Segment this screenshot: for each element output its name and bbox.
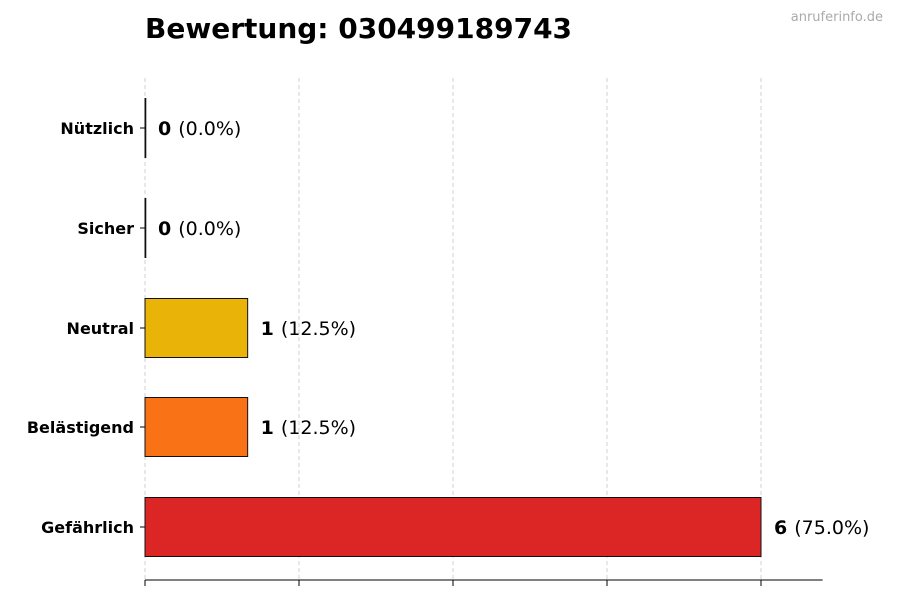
data-label-value: 1 (261, 318, 274, 340)
data-label: 1 (12.5%) (261, 417, 356, 439)
watermark: anruferinfo.de (790, 10, 883, 25)
bar-nützlich (144, 98, 147, 158)
data-label-percent: (75.0%) (794, 517, 869, 539)
data-label-percent: (0.0%) (178, 218, 241, 240)
bar-belästigend (144, 397, 249, 457)
data-label: 1 (12.5%) (261, 318, 356, 340)
data-label: 0 (0.0%) (158, 118, 241, 140)
bar-neutral (144, 298, 249, 358)
data-label: 6 (75.0%) (774, 517, 869, 539)
y-tick-label: Belästigend (27, 418, 134, 437)
data-label-value: 1 (261, 417, 274, 439)
data-label-percent: (12.5%) (281, 318, 356, 340)
bar-sicher (144, 198, 147, 258)
chart-title: Bewertung: 030499189743 (145, 12, 573, 45)
data-label: 0 (0.0%) (158, 218, 241, 240)
data-label-percent: (12.5%) (281, 417, 356, 439)
y-tick-label: Nützlich (60, 119, 134, 138)
data-label-value: 6 (774, 517, 787, 539)
y-tick-label: Neutral (67, 319, 134, 338)
data-label-percent: (0.0%) (178, 118, 241, 140)
data-label-value: 0 (158, 218, 171, 240)
bar-gefährlich (144, 497, 762, 557)
y-tick-label: Gefährlich (41, 518, 134, 537)
data-label-value: 0 (158, 118, 171, 140)
y-tick-label: Sicher (77, 219, 134, 238)
